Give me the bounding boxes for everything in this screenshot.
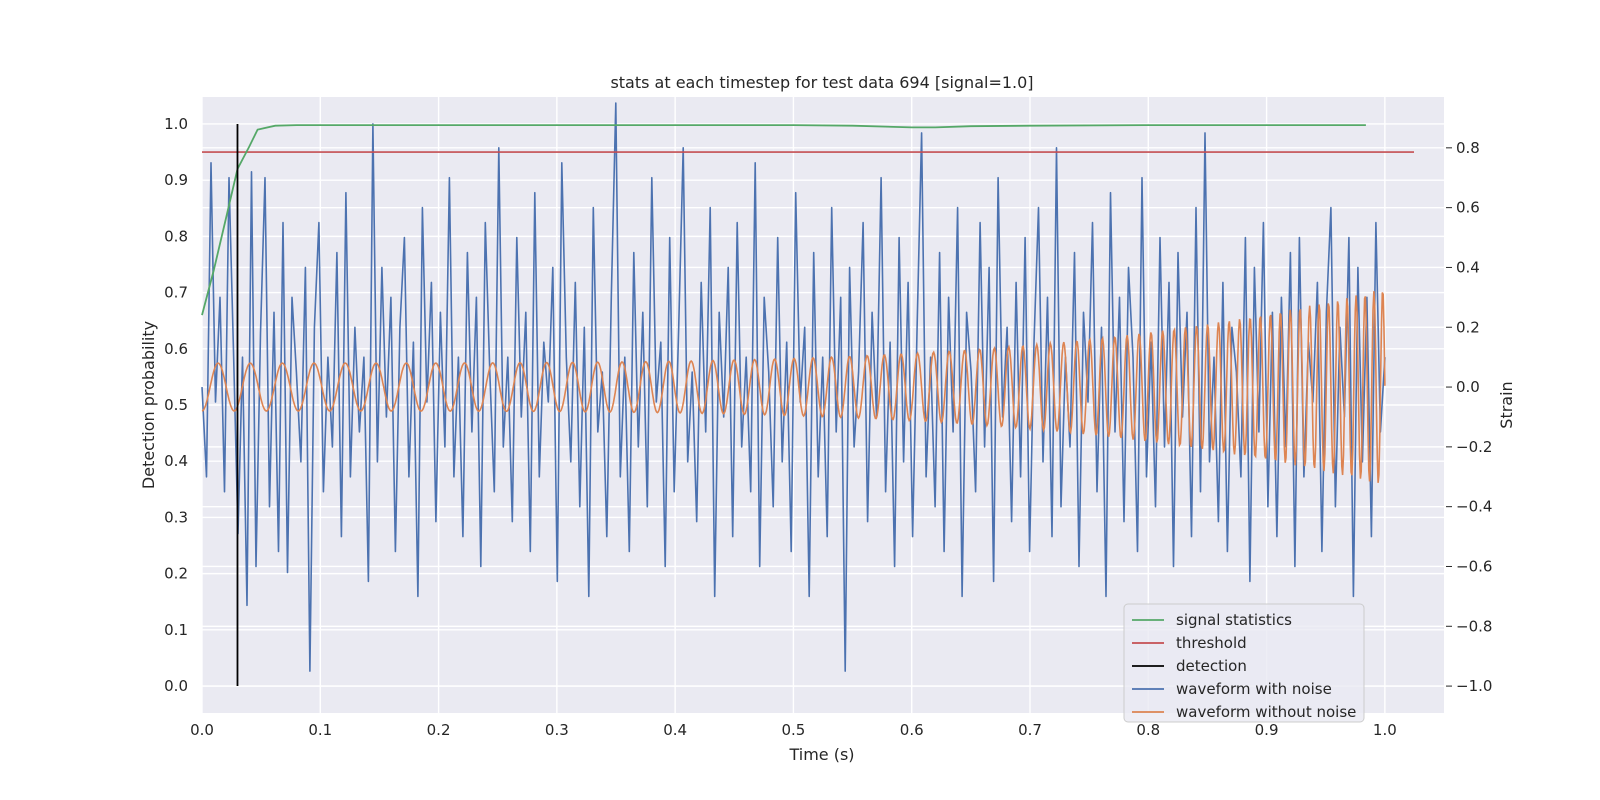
y-axis-label: Detection probability xyxy=(139,321,158,489)
x-tick-label: 0.9 xyxy=(1255,721,1279,739)
y-tick-label: 0.7 xyxy=(164,284,188,302)
y2-tick-label: 0.8 xyxy=(1456,139,1480,157)
x-axis-label: Time (s) xyxy=(788,745,854,764)
y-tick-label: 0.4 xyxy=(164,452,188,470)
y2-tick-label: 0.0 xyxy=(1456,378,1480,396)
x-tick-label: 0.8 xyxy=(1136,721,1160,739)
x-tick-label: 0.7 xyxy=(1018,721,1042,739)
y2-tick-label: −1.0 xyxy=(1456,677,1492,695)
waveform-without-noise-line xyxy=(201,291,1386,483)
y2-tick-label: −0.6 xyxy=(1456,557,1492,575)
legend: signal statistics threshold detection wavef… xyxy=(1123,603,1365,723)
y2-tick-label: 0.4 xyxy=(1456,258,1480,276)
y-tick-label: 0.5 xyxy=(164,396,188,414)
chart-title: stats at each timestep for test data 694… xyxy=(610,73,1033,92)
x-tick-label: 0.5 xyxy=(781,721,805,739)
y2-tick-label: −0.4 xyxy=(1456,498,1492,516)
y2-tick-label: −0.8 xyxy=(1456,617,1492,635)
y2-tick-labels: −1.0 −0.8 −0.6 −0.4 −0.2 0.0 0.2 0.4 0.6 0.8 xyxy=(1446,139,1492,695)
legend-label-threshold: threshold xyxy=(1176,634,1247,652)
y-tick-label: 0.9 xyxy=(164,171,188,189)
y-tick-label: 0.8 xyxy=(164,227,188,245)
y-tick-label: 0.0 xyxy=(164,677,188,695)
x-tick-label: 0.4 xyxy=(663,721,687,739)
x-tick-label: 1.0 xyxy=(1373,721,1397,739)
y2-tick-label: 0.2 xyxy=(1456,318,1480,336)
y-tick-label: 0.3 xyxy=(164,508,188,526)
legend-label-waveform-without-noise: waveform without noise xyxy=(1176,703,1356,721)
x-tick-label: 0.1 xyxy=(308,721,332,739)
signal-statistics-line xyxy=(201,124,1366,316)
legend-box xyxy=(1123,603,1365,723)
legend-label-waveform-with-noise: waveform with noise xyxy=(1176,680,1332,698)
legend-label-signal-statistics: signal statistics xyxy=(1176,611,1292,629)
y2-tick-label: −0.2 xyxy=(1456,438,1492,456)
chart-marks xyxy=(201,102,1414,687)
y-tick-label: 0.1 xyxy=(164,621,188,639)
y2-axis-label: Strain xyxy=(1497,381,1516,428)
y2-tick-label: 0.6 xyxy=(1456,199,1480,217)
y-tick-label: 1.0 xyxy=(164,115,188,133)
x-tick-label: 0.2 xyxy=(427,721,451,739)
x-tick-labels: 0.0 0.1 0.2 0.3 0.4 0.5 0.6 0.7 0.8 0.9 1.0 xyxy=(190,721,1397,739)
y-tick-label: 0.6 xyxy=(164,340,188,358)
y-tick-labels: 0.0 0.1 0.2 0.3 0.4 0.5 0.6 0.7 0.8 0.9 1.0 xyxy=(164,115,188,695)
x-tick-label: 0.6 xyxy=(900,721,924,739)
x-tick-label: 0.3 xyxy=(545,721,569,739)
x-tick-label: 0.0 xyxy=(190,721,214,739)
y-tick-label: 0.2 xyxy=(164,565,188,583)
legend-label-detection: detection xyxy=(1176,657,1247,675)
